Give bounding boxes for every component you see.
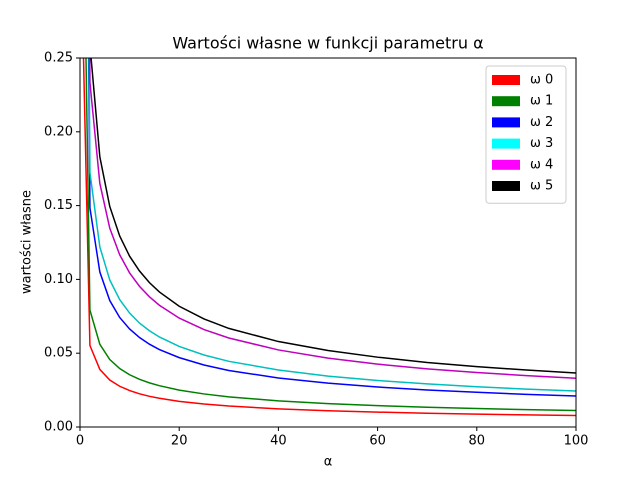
- x-axis-label: α: [324, 455, 333, 470]
- chart-title: Wartości własne w funkcji parametru α: [172, 34, 483, 53]
- line-series: [87, 58, 576, 397]
- x-tick-label: 0: [76, 434, 84, 449]
- legend-swatch: [492, 138, 520, 149]
- y-axis-label: wartości własne: [20, 190, 35, 294]
- legend-swatch: [492, 159, 520, 170]
- legend-swatch: [492, 75, 520, 85]
- x-tick-label: 100: [564, 434, 589, 449]
- legend-label: ω 5: [530, 179, 553, 194]
- y-tick-label: 0.05: [44, 346, 73, 361]
- y-tick-label: 0.20: [44, 124, 73, 139]
- plot-area: [82, 58, 576, 417]
- line-series: [90, 58, 576, 374]
- y-tick-label: 0.15: [44, 198, 73, 213]
- line-series: [85, 58, 576, 412]
- legend-swatch: [492, 181, 520, 191]
- x-tick-label: 40: [270, 434, 287, 449]
- legend-swatch: [492, 96, 520, 107]
- y-tick-label: 0.25: [44, 51, 73, 66]
- line-series: [89, 58, 576, 380]
- y-tick-label: 0.00: [44, 420, 73, 435]
- axes-frame: [79, 57, 577, 428]
- legend-label: ω 1: [530, 94, 553, 109]
- x-tick-label: 60: [369, 434, 386, 449]
- legend-label: ω 2: [530, 115, 553, 130]
- legend-label: ω 4: [530, 157, 553, 172]
- line-series: [88, 58, 576, 392]
- legend-label: ω 3: [530, 136, 553, 151]
- legend-label: ω 0: [530, 73, 553, 88]
- x-tick-label: 20: [171, 434, 188, 449]
- legend-swatch: [492, 117, 520, 128]
- x-tick-label: 80: [469, 434, 486, 449]
- line-series: [82, 58, 576, 417]
- y-tick-label: 0.10: [44, 272, 73, 287]
